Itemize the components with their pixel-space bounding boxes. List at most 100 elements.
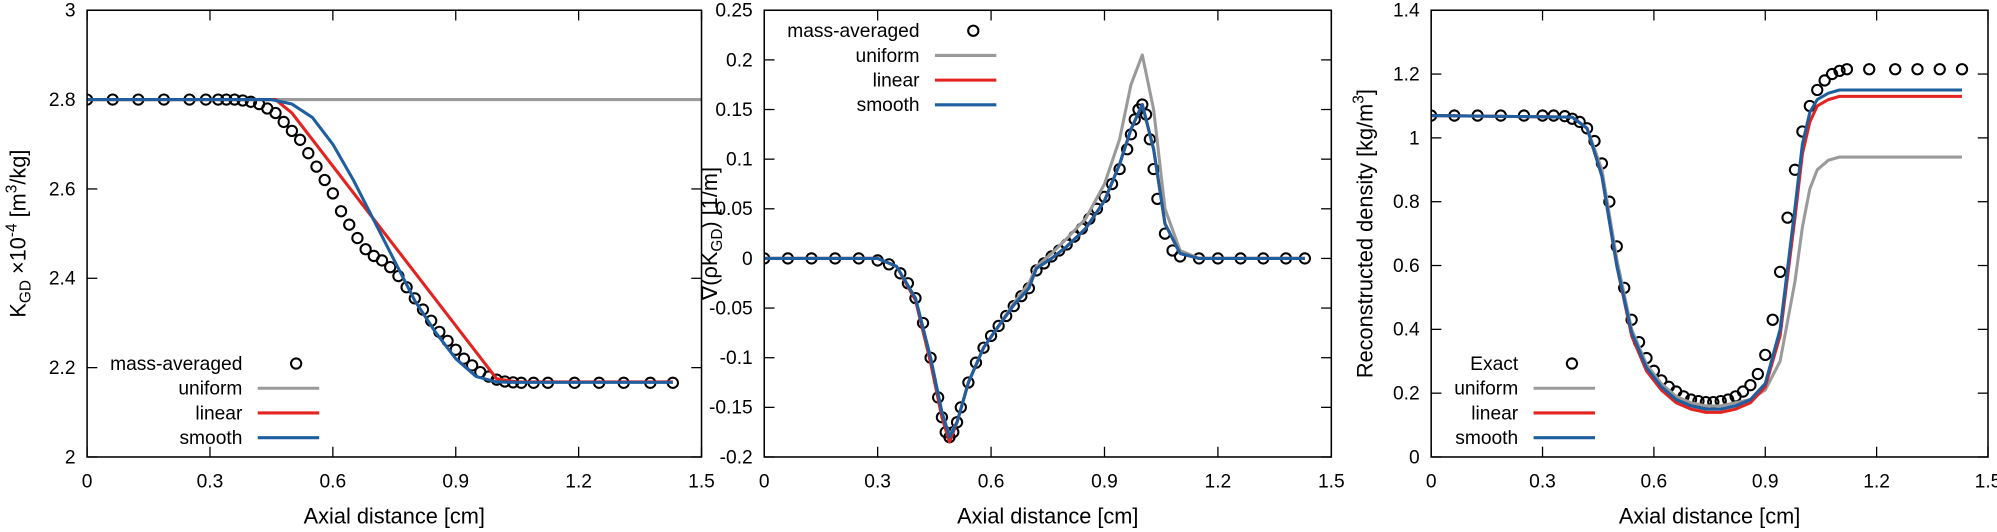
- panel: 0 0.3 0.6 0.9 1.2 1.5 0 0.2 0.4 0.6 0.8 1 1.2 1.4 Axia…: [1350, 1, 1997, 529]
- legend-label: uniform: [856, 46, 920, 67]
- x-tick-label: 0.6: [1641, 472, 1668, 493]
- axes-frame: [86, 9, 703, 458]
- marker: [1573, 115, 1586, 129]
- marker: [894, 267, 907, 280]
- legend: mass-averaged uniform linear smooth: [110, 354, 320, 449]
- x-tick-label: 0.6: [320, 472, 347, 493]
- line: [1431, 88, 1963, 411]
- marker: [465, 359, 479, 372]
- y-tick-label: 2.8: [49, 90, 76, 111]
- y-axis-label-part: 3: [1350, 95, 1367, 104]
- marker: [343, 218, 356, 231]
- legend-label: smooth: [179, 428, 242, 449]
- y-axis-label-part: [m: [6, 193, 31, 223]
- marker: [1833, 64, 1846, 78]
- marker: [1911, 63, 1924, 76]
- y-axis-label-part: ]: [1352, 89, 1377, 95]
- y-axis-label-part: K: [6, 303, 31, 318]
- legend-label: uniform: [178, 379, 242, 400]
- legend-label: linear: [195, 403, 243, 424]
- marker: [334, 205, 348, 218]
- line: [87, 98, 673, 384]
- y-tick-label: 2.2: [49, 358, 76, 379]
- y-axis-label-part: Reconstructed density [kg/m: [1352, 104, 1377, 378]
- x-tick-label: 1.5: [1318, 472, 1345, 493]
- x-tick-label: 1.5: [688, 472, 715, 493]
- marker: [375, 254, 389, 267]
- x-tick-label: 0: [759, 472, 770, 493]
- marker: [310, 160, 323, 173]
- marker: [1840, 63, 1854, 76]
- y-tick-label: 0.25: [715, 1, 752, 22]
- marker: [1773, 265, 1787, 279]
- marker: [1736, 385, 1750, 398]
- y-axis-label-part: GD: [709, 229, 726, 252]
- y-tick-label: 0.05: [715, 199, 752, 220]
- marker: [1933, 63, 1946, 76]
- marker: [326, 187, 340, 200]
- y-tick-label: -0.1: [720, 348, 753, 369]
- y-tick-label: 0.1: [726, 150, 753, 171]
- y-tick-label: 0.2: [726, 50, 753, 71]
- x-tick-label: 0: [1426, 472, 1437, 493]
- marker: [1566, 112, 1579, 125]
- marker: [1147, 162, 1160, 176]
- x-tick-label: 0.3: [864, 472, 891, 493]
- legend-label: mass-averaged: [787, 21, 919, 42]
- marker: [1759, 348, 1772, 362]
- marker: [285, 124, 299, 138]
- y-axis-label: KGD ×10-4 [m3/kg]: [4, 150, 35, 318]
- y-axis-label-part: ) [1/m]: [697, 167, 722, 229]
- y-tick-label: 1.4: [1393, 1, 1420, 22]
- marker: [1811, 83, 1824, 97]
- x-axis-label: Axial distance [cm]: [957, 504, 1138, 529]
- legend-marker: [967, 24, 980, 37]
- x-tick-label: 1.2: [1863, 472, 1890, 493]
- line: [764, 103, 1305, 439]
- y-axis-label: ∇(ρKGD) [1/m]: [697, 167, 726, 301]
- y-tick-label: 0.2: [1393, 384, 1420, 405]
- y-tick-label: 2: [65, 447, 76, 468]
- y-tick-label: -0.15: [709, 398, 753, 419]
- x-tick-label: 0.3: [197, 472, 224, 493]
- marker: [1889, 63, 1902, 76]
- y-tick-label: 0: [742, 249, 753, 270]
- y-tick-label: 2.6: [49, 179, 76, 200]
- y-tick-label: 0: [1409, 447, 1420, 468]
- y-axis-label-part: ∇(ρK: [697, 251, 722, 301]
- y-tick-label: 0.4: [1393, 320, 1420, 341]
- x-tick-label: 1.5: [1975, 472, 1997, 493]
- y-axis-label-part: GD: [18, 280, 35, 303]
- y-tick-label: -0.2: [720, 447, 753, 468]
- y-tick-label: 3: [65, 1, 76, 22]
- y-tick-label: -0.05: [709, 298, 753, 319]
- marker: [244, 95, 258, 108]
- legend-marker: [1565, 357, 1579, 370]
- marker: [1825, 67, 1839, 81]
- y-axis-label-part: -4: [4, 223, 21, 237]
- y-axis-label-part: ×10: [6, 237, 31, 280]
- x-axis-label: Axial distance [cm]: [304, 504, 485, 529]
- axes-frame: [763, 9, 1333, 458]
- marker: [984, 329, 998, 343]
- x-axis-label: Axial distance [cm]: [1619, 504, 1800, 529]
- x-tick-label: 0.9: [1752, 472, 1779, 493]
- marker: [359, 243, 372, 256]
- plot-area: [1431, 63, 1969, 414]
- legend-label: uniform: [1454, 379, 1518, 400]
- marker: [277, 115, 290, 129]
- y-tick-label: 2.4: [49, 269, 76, 290]
- x-tick-label: 1.2: [1205, 472, 1232, 493]
- y-tick-label: 1.2: [1393, 64, 1420, 85]
- marker: [1766, 313, 1779, 326]
- marker: [302, 147, 315, 160]
- marker: [1955, 63, 1969, 76]
- marker: [293, 133, 307, 146]
- marker: [977, 341, 990, 354]
- marker: [992, 319, 1005, 333]
- panel: 0 0.3 0.6 0.9 1.2 1.5 2 2.2 2.4 2.6 2.8 3 Axial dist…: [4, 1, 715, 529]
- marker: [269, 106, 282, 120]
- marker: [1781, 211, 1794, 224]
